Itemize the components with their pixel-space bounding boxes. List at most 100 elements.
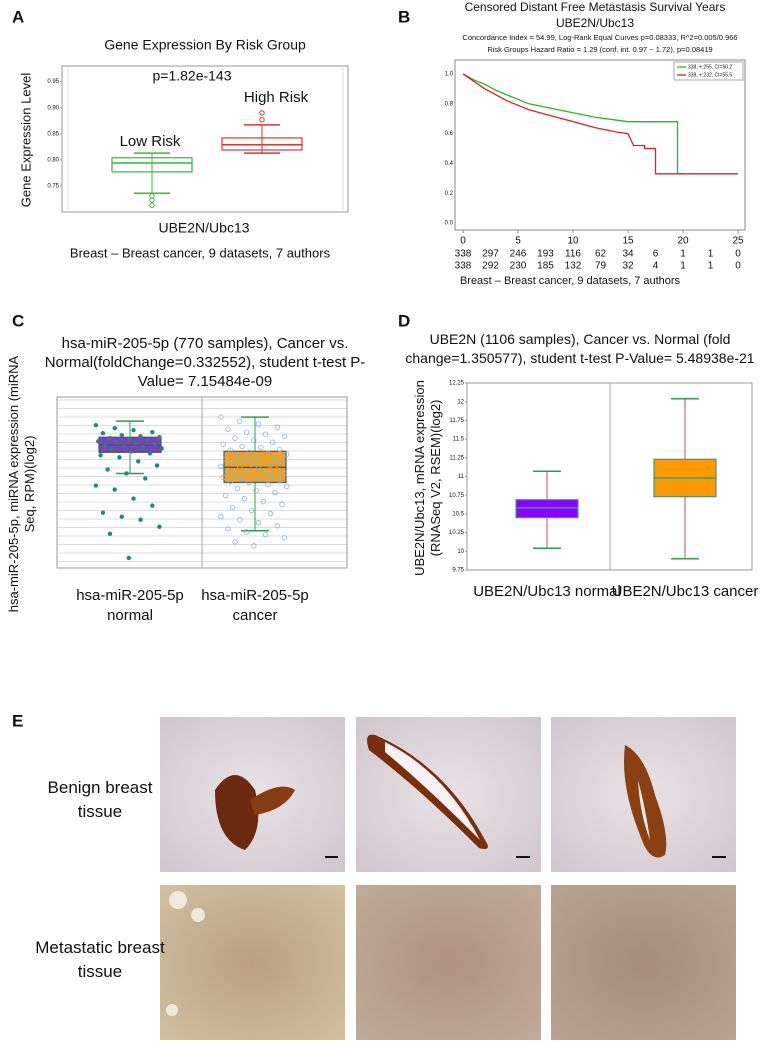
x-tick-label: 10 bbox=[567, 236, 579, 247]
at-risk-count: 62 bbox=[595, 249, 607, 260]
y-tick-label: 10.5 bbox=[452, 511, 464, 517]
data-point bbox=[234, 485, 241, 492]
at-risk-count: 297 bbox=[482, 249, 499, 260]
data-point bbox=[143, 476, 148, 481]
stain bbox=[367, 734, 488, 849]
data-point bbox=[276, 446, 283, 453]
data-point bbox=[114, 440, 120, 445]
data-point bbox=[136, 459, 141, 464]
data-point bbox=[255, 520, 262, 526]
y-tick-label: 0.4 bbox=[445, 161, 454, 167]
data-point bbox=[100, 431, 106, 436]
data-point bbox=[255, 465, 262, 472]
y-tick-label: 11.5 bbox=[453, 437, 465, 443]
tissue-image bbox=[356, 885, 541, 1040]
data-point bbox=[150, 503, 155, 508]
data-point bbox=[110, 447, 115, 452]
data-point bbox=[237, 464, 243, 471]
at-risk-count: 338 bbox=[455, 261, 472, 272]
at-risk-count: 132 bbox=[565, 261, 582, 272]
data-point bbox=[267, 462, 273, 469]
data-point bbox=[265, 481, 271, 488]
data-point bbox=[279, 459, 285, 466]
outlier bbox=[259, 110, 265, 116]
survival-line bbox=[462, 73, 738, 175]
data-point bbox=[246, 449, 252, 456]
at-risk-count: 0 bbox=[735, 249, 741, 260]
at-risk-count: 6 bbox=[653, 249, 659, 260]
legend-box bbox=[673, 61, 744, 81]
at-risk-count: 1 bbox=[680, 261, 686, 272]
data-point bbox=[107, 531, 113, 536]
data-point bbox=[225, 526, 231, 532]
data-point bbox=[241, 495, 248, 502]
data-point bbox=[262, 431, 269, 437]
data-point bbox=[227, 478, 234, 485]
data-point bbox=[244, 529, 250, 535]
x-tick-label: 0 bbox=[460, 236, 466, 247]
data-point bbox=[267, 510, 273, 517]
lumen bbox=[385, 742, 480, 840]
data-point bbox=[276, 477, 283, 484]
y-tick-label: 11.25 bbox=[449, 455, 464, 461]
box bbox=[221, 137, 303, 151]
row-label: Metastatic breast tissue bbox=[35, 938, 165, 981]
outlier bbox=[149, 197, 155, 203]
data-point bbox=[154, 463, 160, 468]
caption: Breast – Breast cancer, 9 datasets, 7 au… bbox=[70, 245, 331, 260]
at-risk-count: 338 bbox=[455, 249, 472, 260]
panel-label: B bbox=[398, 7, 410, 26]
at-risk-count: 185 bbox=[537, 261, 554, 272]
data-point bbox=[227, 447, 234, 454]
tissue-tint bbox=[356, 885, 541, 1040]
data-point bbox=[269, 473, 276, 480]
data-point bbox=[121, 444, 127, 449]
data-point bbox=[265, 450, 271, 457]
caption: Breast – Breast cancer, 9 datasets, 7 au… bbox=[460, 275, 681, 287]
plot-frame bbox=[454, 59, 746, 231]
tissue-image bbox=[551, 885, 736, 1040]
histology-images bbox=[160, 717, 736, 1040]
tissue-tint bbox=[551, 885, 736, 1040]
data-point bbox=[237, 517, 243, 523]
data-point bbox=[284, 483, 290, 490]
x-category-label: UBE2N/Ubc13 normal bbox=[473, 583, 621, 600]
data-point bbox=[119, 514, 124, 519]
fat-cell bbox=[169, 891, 187, 909]
data-point bbox=[100, 510, 106, 515]
data-point bbox=[218, 514, 224, 520]
at-risk-count: 34 bbox=[622, 249, 634, 260]
data-point bbox=[103, 443, 108, 448]
data-point bbox=[220, 474, 226, 481]
data-point bbox=[279, 501, 285, 508]
y-tick-label: 10.25 bbox=[449, 530, 465, 536]
data-point bbox=[222, 456, 229, 463]
data-point bbox=[222, 492, 229, 499]
data-point bbox=[262, 469, 269, 476]
y-tick-label: 12.25 bbox=[449, 381, 465, 387]
x-axis-label: UBE2N/Ubc13 bbox=[158, 220, 249, 236]
legend-label: 338, +:255, CI=50.2 bbox=[688, 64, 732, 70]
fat-cell bbox=[191, 908, 205, 922]
chart-title: Gene Expression By Risk Group bbox=[104, 37, 306, 53]
y-tick-label: 0.6 bbox=[445, 131, 454, 137]
data-point bbox=[93, 422, 99, 428]
data-point bbox=[234, 453, 241, 460]
y-tick-label: 0.2 bbox=[445, 191, 454, 197]
data-point bbox=[248, 507, 255, 514]
y-tick-label: 0.0 bbox=[445, 221, 454, 227]
data-point bbox=[260, 458, 266, 465]
data-point bbox=[229, 504, 236, 511]
annotation: p=1.82e-143 bbox=[152, 68, 231, 84]
y-tick-label: 11 bbox=[458, 474, 465, 480]
y-tick-label: 0.80 bbox=[47, 157, 59, 163]
x-tick-label: 25 bbox=[732, 236, 744, 247]
data-point bbox=[272, 489, 278, 496]
at-risk-count: 4 bbox=[653, 261, 659, 272]
data-point bbox=[232, 435, 238, 441]
panel-label: C bbox=[12, 311, 24, 330]
y-axis-label: UBE2N/Ubc13, mRNA expression (RNASeq V2,… bbox=[412, 380, 443, 576]
data-point bbox=[260, 498, 266, 505]
y-tick-label: 10 bbox=[457, 549, 464, 555]
chart-title: hsa-miR-205-5p (770 samples), Cancer vs.… bbox=[44, 335, 366, 390]
